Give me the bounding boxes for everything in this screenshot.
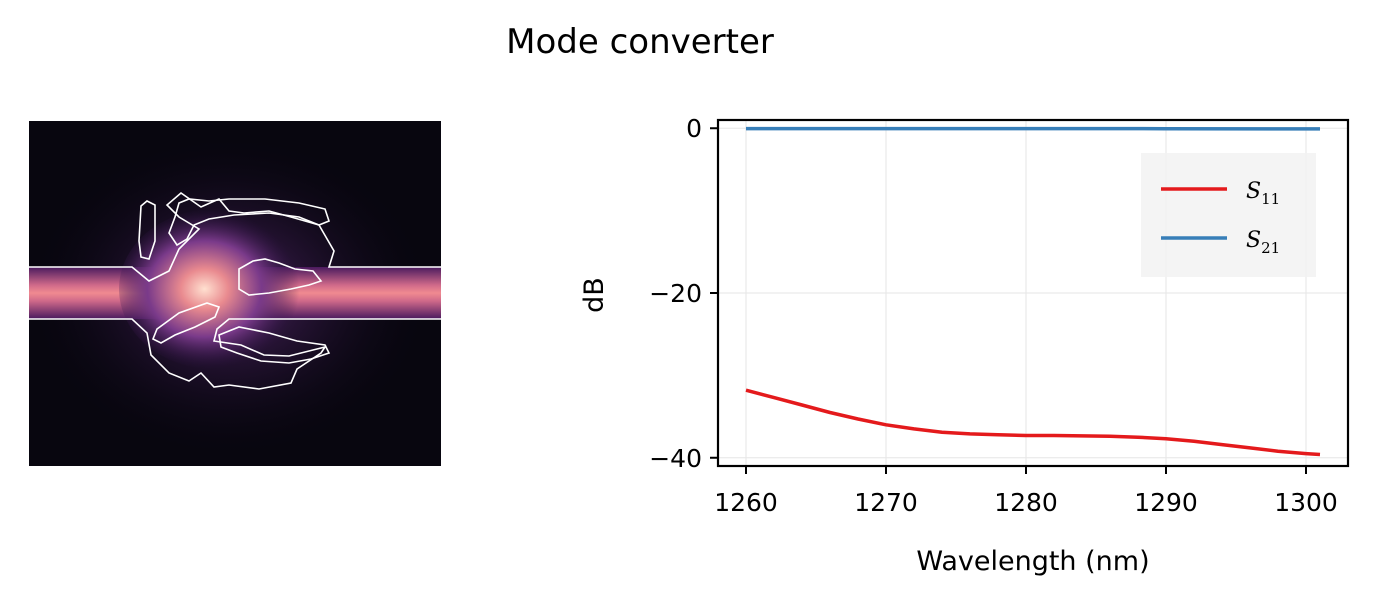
field-intensity-image — [29, 121, 441, 466]
y-tick-label: −40 — [649, 444, 702, 473]
y-tick-label: −20 — [649, 279, 702, 308]
x-tick-label: 1300 — [1274, 488, 1338, 517]
x-tick-label: 1290 — [1134, 488, 1198, 517]
series-lines — [745, 126, 1321, 457]
x-tick-label: 1270 — [854, 488, 918, 517]
x-axis-label: Wavelength (nm) — [916, 546, 1149, 577]
series-line-s11 — [745, 388, 1321, 457]
y-tick-label: 0 — [686, 114, 702, 143]
legend-label-s11: S11 — [1246, 179, 1280, 208]
legend: S11 S21 — [1141, 153, 1316, 277]
field-hotspot — [119, 209, 309, 369]
y-axis-label: dB — [579, 277, 610, 313]
device-outline — [29, 191, 441, 390]
x-tick-label: 1280 — [994, 488, 1058, 517]
legend-label-s21: S21 — [1246, 228, 1280, 257]
ticks: 1260 1270 1280 1290 1300 0 −20 −40 — [649, 114, 1338, 517]
x-tick-label: 1260 — [714, 488, 778, 517]
field-intensity-map — [29, 121, 441, 466]
legend-box — [1141, 153, 1316, 277]
figure-title: Mode converter — [506, 22, 774, 62]
